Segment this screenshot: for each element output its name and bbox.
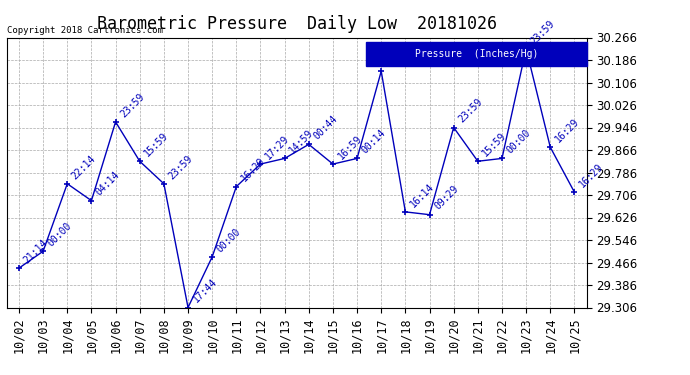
Text: 21:14: 21:14 [22,237,50,266]
Text: 04:14: 04:14 [95,170,122,198]
Text: 17:44: 17:44 [191,277,219,305]
Text: 23:59: 23:59 [119,91,146,119]
Text: 22:14: 22:14 [70,153,98,181]
Text: 23:59: 23:59 [384,40,412,69]
Text: 17:29: 17:29 [264,134,291,161]
Text: 00:00: 00:00 [46,220,74,249]
Text: 00:44: 00:44 [312,114,339,142]
Text: 00:00: 00:00 [215,226,243,254]
Text: 00:00: 00:00 [505,128,533,156]
Text: Barometric Pressure  Daily Low  20181026: Barometric Pressure Daily Low 20181026 [97,15,497,33]
Text: 23:59: 23:59 [167,153,195,181]
Text: 15:59: 15:59 [143,130,170,159]
Text: 14:59: 14:59 [288,128,315,156]
Text: 15:59: 15:59 [481,130,509,159]
Text: 09:29: 09:29 [433,184,460,212]
Text: Copyright 2018 Cartronics.com: Copyright 2018 Cartronics.com [7,26,163,35]
Text: 16:29: 16:29 [578,162,605,189]
Text: Pressure  (Inches/Hg): Pressure (Inches/Hg) [415,49,538,59]
Text: 23:59: 23:59 [457,97,484,125]
Bar [366,42,586,66]
Text: 16:29: 16:29 [239,156,267,184]
Text: 16:29: 16:29 [553,117,581,144]
Text: 23:59: 23:59 [529,18,557,46]
Text: 00:14: 00:14 [360,128,388,156]
Text: 16:59: 16:59 [336,134,364,161]
Text: 16:14: 16:14 [408,181,436,209]
